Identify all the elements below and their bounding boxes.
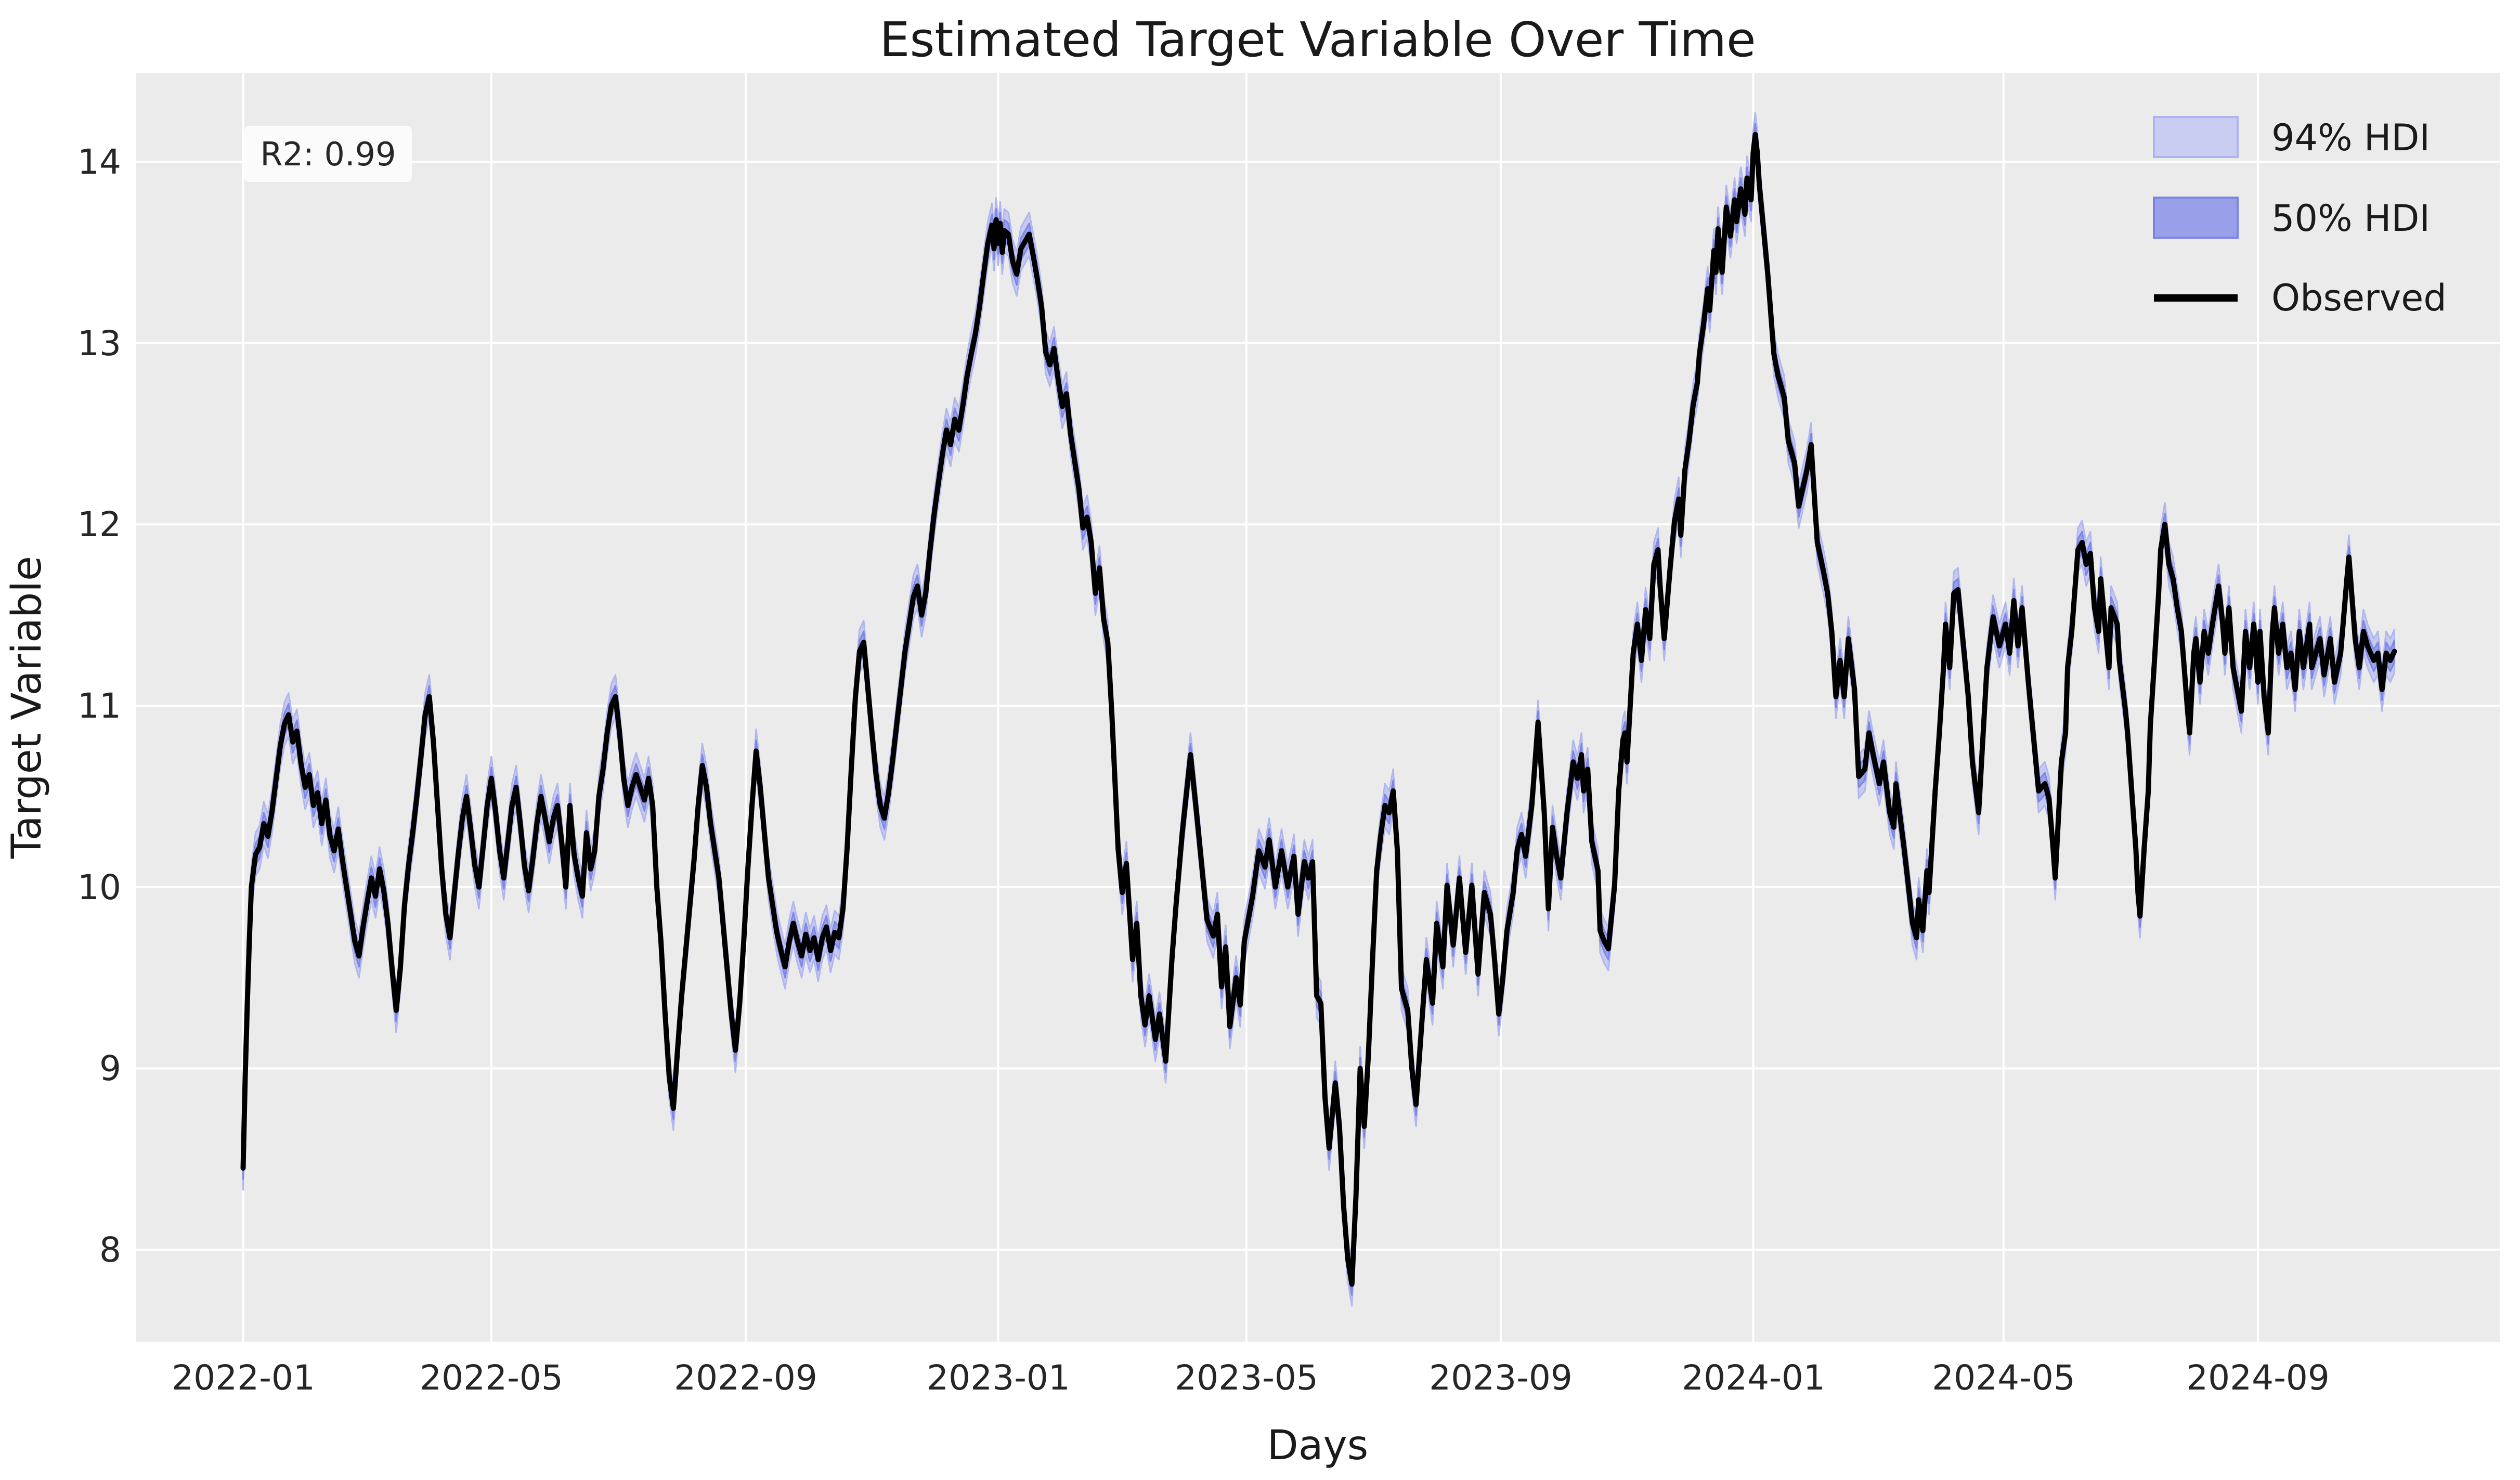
x-tick: 2024-09 [2186,1358,2330,1398]
observed-line [240,132,2397,1287]
x-tick: 2023-05 [1175,1358,1318,1398]
y-tick: 8 [99,1230,121,1270]
x-tick: 2024-05 [1932,1358,2075,1398]
legend-label-observed: Observed [2271,277,2447,319]
x-tick-labels: 2022-01 2022-05 2022-09 2023-01 2023-05 … [172,1358,2330,1398]
legend-label-50-hdi: 50% HDI [2271,197,2430,240]
plot-area [136,73,2500,1342]
x-tick: 2022-09 [674,1358,817,1398]
legend-swatch-50-hdi [2153,197,2239,239]
x-tick: 2022-05 [420,1358,563,1398]
x-tick: 2022-01 [172,1358,315,1398]
y-tick: 12 [77,504,121,544]
x-axis-label: Days [1267,1422,1369,1469]
y-tick: 13 [77,323,121,363]
x-tick: 2023-09 [1429,1358,1573,1398]
legend-label-94-hdi: 94% HDI [2271,116,2430,159]
observed-path [240,132,2397,1287]
y-tick: 9 [99,1048,121,1088]
r2-annotation-text: R2: 0.99 [260,135,396,173]
y-tick-labels: 8 9 10 11 12 13 14 [77,142,121,1270]
x-tick: 2023-01 [927,1358,1070,1398]
x-tick: 2024-01 [1682,1358,1825,1398]
y-tick: 10 [77,867,121,907]
y-axis-label: Target Variable [4,556,50,859]
y-tick: 14 [77,142,121,182]
chart-title: Estimated Target Variable Over Time [879,12,1756,68]
legend: 94% HDI 50% HDI Observed [2153,116,2447,319]
r2-annotation: R2: 0.99 [244,126,412,182]
legend-swatch-94-hdi [2153,116,2239,158]
y-tick: 11 [77,686,121,726]
r2-annotation-box [244,126,412,182]
